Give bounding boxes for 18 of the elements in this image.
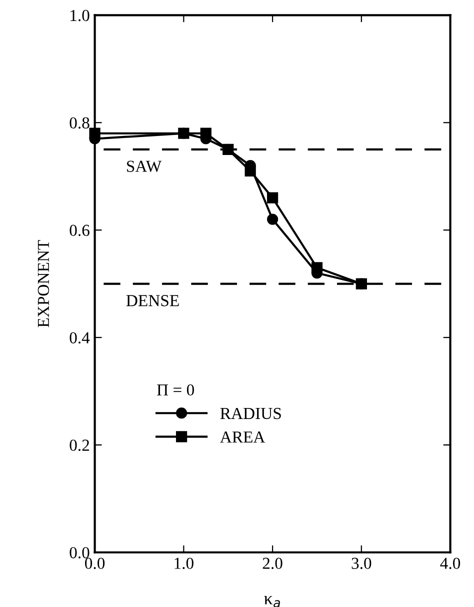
y-tick-label: 0.8 xyxy=(70,117,90,129)
ref-line-label: SAW xyxy=(127,160,162,172)
legend-label: RADIUS xyxy=(220,408,281,420)
y-tick-label: 1.0 xyxy=(70,10,90,22)
x-tick-label: 0.0 xyxy=(85,558,105,570)
x-tick-label: 3.0 xyxy=(352,558,372,570)
legend-title: Π = 0 xyxy=(157,384,194,396)
y-tick-label: 0.6 xyxy=(70,224,90,236)
legend-label: AREA xyxy=(220,431,266,442)
x-tick-label: 2.0 xyxy=(262,558,282,570)
x-tick-label: 4.0 xyxy=(440,558,460,570)
ref-line-label: DENSE xyxy=(126,295,179,306)
y-tick-label: 0.2 xyxy=(70,440,90,451)
x-axis-title: κ$_{a}$ xyxy=(264,596,280,607)
y-tick-label: 0.0 xyxy=(70,547,90,558)
y-axis-title: EXPONENT xyxy=(38,240,50,328)
x-tick-label: 1.0 xyxy=(174,558,194,570)
y-tick-label: 0.4 xyxy=(70,332,90,344)
